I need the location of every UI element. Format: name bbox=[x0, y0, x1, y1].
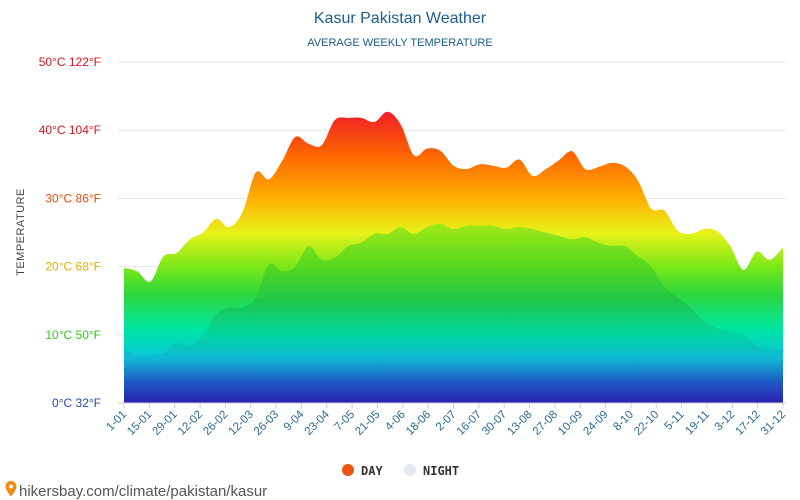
x-tick-label: 10-09 bbox=[556, 409, 585, 438]
legend-night-marker[interactable] bbox=[404, 464, 416, 476]
x-tick-label: 18-06 bbox=[404, 409, 433, 438]
y-axis-label: TEMPERATURE bbox=[15, 188, 27, 276]
source-link[interactable]: hikersbay.com/climate/pakistan/kasur bbox=[5, 481, 268, 500]
night-series-area bbox=[124, 223, 783, 403]
x-tick-label: 12-02 bbox=[176, 409, 205, 438]
x-tick-label: 13-08 bbox=[505, 409, 534, 438]
legend-day-marker[interactable] bbox=[342, 464, 354, 476]
y-axis-ticks: 0°C 32°F 10°C 50°F 20°C 68°F 30°C 86°F 40°C … bbox=[39, 55, 101, 410]
y-tick-label: 20°C 68°F bbox=[45, 260, 101, 274]
x-tick-label: 26-02 bbox=[201, 409, 230, 438]
x-tick-label: 27-08 bbox=[531, 409, 560, 438]
source-link-text[interactable]: hikersbay.com/climate/pakistan/kasur bbox=[19, 483, 267, 500]
x-tick-label: 15-01 bbox=[125, 409, 154, 438]
x-tick-label: 30-07 bbox=[480, 409, 509, 438]
x-tick-label: 23-04 bbox=[303, 408, 333, 438]
y-tick-label: 40°C 104°F bbox=[39, 123, 101, 137]
legend: DAY NIGHT bbox=[342, 464, 459, 478]
x-tick-label: 26-03 bbox=[252, 409, 281, 438]
x-tick-label: 21-05 bbox=[353, 409, 382, 438]
x-tick-label: 24-09 bbox=[581, 409, 610, 438]
legend-night-label[interactable]: NIGHT bbox=[423, 464, 459, 478]
y-tick-label: 30°C 86°F bbox=[45, 191, 101, 205]
x-tick-label: 22-10 bbox=[632, 409, 661, 438]
y-tick-label: 10°C 50°F bbox=[45, 328, 101, 342]
y-tick-label: 0°C 32°F bbox=[52, 396, 101, 410]
x-tick-label: 16-07 bbox=[455, 409, 484, 438]
x-tick-label: 12-03 bbox=[227, 409, 256, 438]
x-tick-label: 31-12 bbox=[759, 409, 788, 438]
chart-title: Kasur Pakistan Weather bbox=[314, 10, 487, 27]
x-tick-label: 17-12 bbox=[733, 409, 762, 438]
y-tick-label: 50°C 122°F bbox=[39, 55, 101, 69]
location-pin-icon bbox=[5, 481, 17, 497]
chart-subtitle: AVERAGE WEEKLY TEMPERATURE bbox=[307, 37, 492, 49]
x-tick-label: 29-01 bbox=[151, 409, 180, 438]
x-tick-label: 19-11 bbox=[683, 409, 712, 438]
location-pin-dot bbox=[9, 484, 13, 489]
legend-day-label[interactable]: DAY bbox=[361, 464, 383, 478]
